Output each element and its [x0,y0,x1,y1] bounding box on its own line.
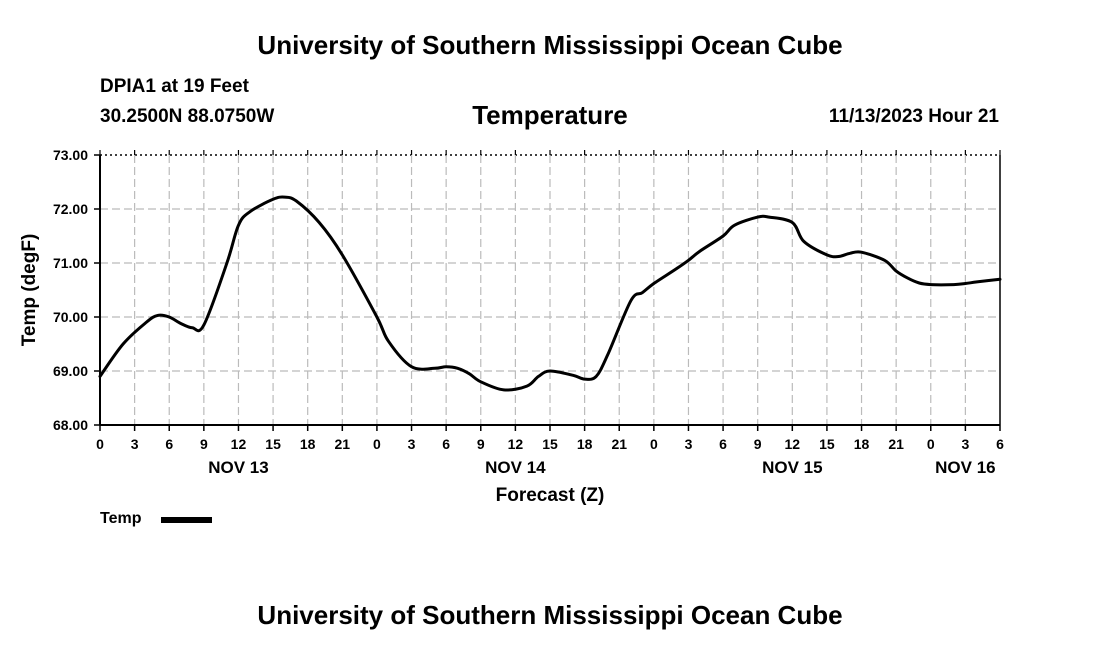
forecast-date: 11/13/2023 Hour 21 [828,106,999,127]
x-tick-label: 9 [200,436,208,452]
x-tick-label: 21 [888,436,904,452]
date-label: NOV 14 [485,458,546,477]
x-tick-label: 6 [996,436,1004,452]
x-tick-label: 15 [542,436,558,452]
x-tick-label: 9 [477,436,485,452]
x-tick-label: 12 [785,436,801,452]
x-tick-label: 6 [165,436,173,452]
date-label: NOV 16 [935,458,995,477]
y-tick-label: 70.00 [53,309,88,325]
x-tick-label: 12 [508,436,524,452]
series-line-temp [98,195,1002,392]
x-tick-label: 0 [927,436,935,452]
x-axis-title: Forecast (Z) [496,485,605,506]
x-tick-label: 18 [577,436,593,452]
legend-label: Temp [100,510,142,527]
y-axis-title: Temp (degF) [19,234,40,347]
legend-line-swatch [161,517,212,523]
x-tick-label: 18 [300,436,316,452]
x-tick-label: 6 [719,436,727,452]
x-tick-label: 18 [854,436,870,452]
x-tick-label: 3 [408,436,416,452]
station-name: DPIA1 at 19 Feet [100,76,249,97]
y-tick-label: 69.00 [53,363,88,379]
x-tick-label: 15 [265,436,281,452]
x-tick-label: 0 [650,436,658,452]
x-tick-label: 21 [335,436,351,452]
page-title: University of Southern Mississippi Ocean… [257,30,843,60]
x-tick-label: 0 [96,436,104,452]
x-tick-label: 6 [442,436,450,452]
y-tick-label: 73.00 [53,147,88,163]
chart-title: Temperature [472,100,628,130]
x-tick-label: 21 [611,436,627,452]
date-label: NOV 15 [762,458,822,477]
y-tick-label: 72.00 [53,201,88,217]
station-coordinates: 30.2500N 88.0750W [100,106,275,127]
y-tick-label: 71.00 [53,255,88,271]
footer-title: University of Southern Mississippi Ocean… [257,600,843,630]
y-tick-label: 68.00 [53,417,88,433]
x-tick-label: 9 [754,436,762,452]
x-tick-label: 12 [231,436,247,452]
x-tick-label: 3 [961,436,969,452]
x-tick-label: 15 [819,436,835,452]
x-tick-label: 3 [131,436,139,452]
x-tick-label: 0 [373,436,381,452]
x-tick-label: 3 [685,436,693,452]
date-label: NOV 13 [208,458,268,477]
